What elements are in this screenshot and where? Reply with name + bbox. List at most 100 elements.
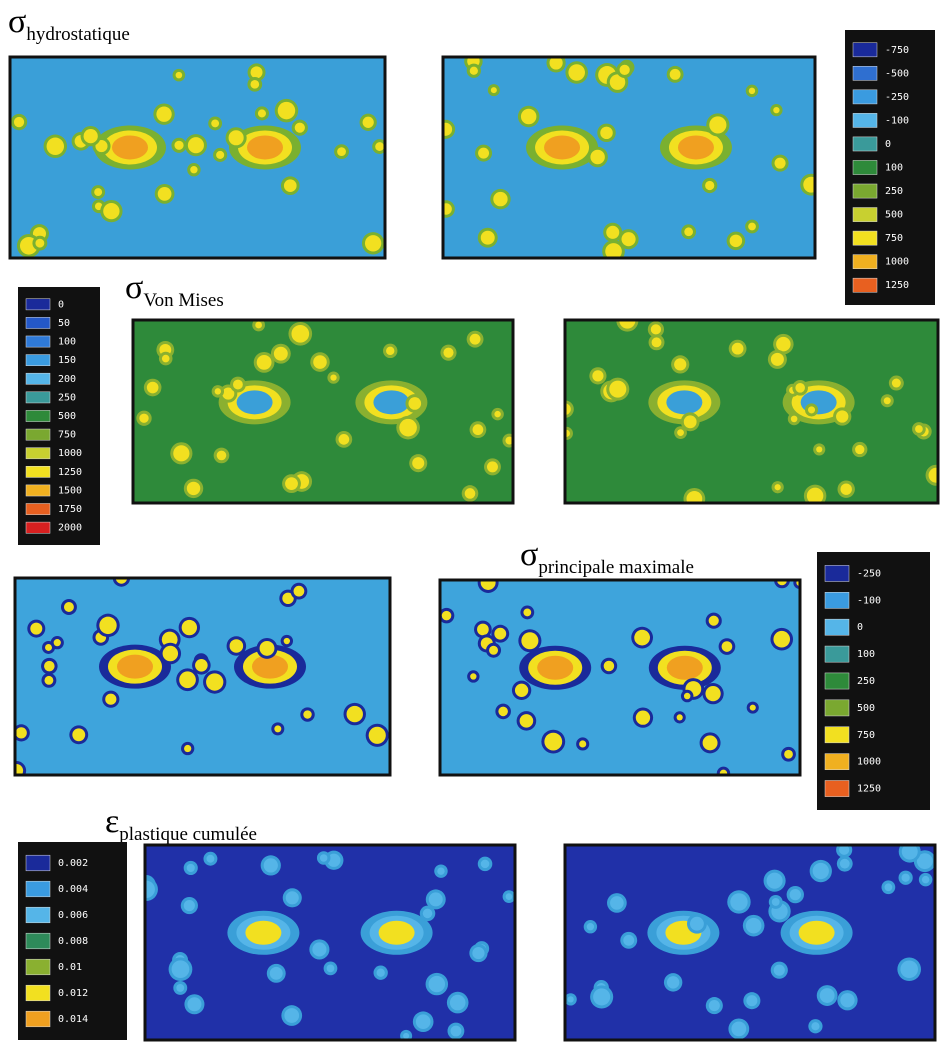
particle [498,706,508,717]
particle [443,347,454,358]
particle [53,639,61,647]
title-symbol: σ [125,269,143,306]
legend-swatch [25,335,51,348]
particle [146,381,159,394]
legend-label: -250 [885,92,909,103]
particle [666,976,680,989]
legend-swatch [25,958,51,976]
legend-label: 50 [58,318,70,329]
particle [44,675,54,685]
map-frame [438,578,802,777]
particle [441,610,452,621]
particle [593,988,611,1006]
particle [105,693,117,705]
legend-label: 0 [857,622,863,633]
particle [161,354,170,363]
map-frame [441,55,817,260]
legend-label: 0.01 [58,962,82,973]
contour-map [13,576,392,777]
legend-label: 100 [885,163,903,174]
legend-swatch [25,521,51,534]
legend-label: 0.012 [58,988,88,999]
particle [277,101,296,120]
title-symbol: ε [105,803,119,840]
particle [609,380,627,398]
particle [186,863,195,873]
particle [470,673,477,680]
particle [819,988,835,1003]
particle [803,176,815,193]
particle [901,845,918,860]
particle [162,645,179,662]
particle [774,157,786,169]
legend-label: -100 [857,595,881,606]
particle [187,137,204,154]
particle [708,615,719,626]
particle [472,424,484,436]
particle [63,602,74,612]
contour-map [438,578,802,777]
legend-swatch [25,906,51,924]
legend-swatch [824,726,850,744]
particle [303,710,312,719]
particle [216,150,225,159]
legend-swatch [852,277,878,293]
particle [748,222,756,231]
legend-swatch [25,354,51,366]
particle [619,320,636,329]
particle [839,845,850,855]
particle [274,725,282,733]
particle [449,994,466,1011]
particle [705,180,715,191]
legend-label: 1000 [885,257,909,268]
inclusion [252,654,288,679]
particle [480,230,495,245]
particle [95,140,108,153]
particle [746,995,758,1007]
legend-swatch [25,466,51,478]
particle [674,358,687,371]
particle [211,119,220,128]
particle [806,487,824,503]
legend-swatch [25,298,51,311]
particle [15,727,27,739]
particle [472,946,485,960]
legend-swatch [824,672,850,690]
particle [337,147,346,157]
particle [175,71,183,79]
map-frame [563,843,937,1042]
particle [686,490,703,503]
particle [464,488,476,499]
legend-swatch [25,984,51,1002]
legend-swatch [25,484,51,497]
legend-swatch [852,160,878,175]
legend-label: 0.014 [58,1014,88,1025]
particle [156,106,172,122]
title-subscript: plastique cumulée [119,824,257,845]
inclusion [544,135,581,160]
particle [399,418,417,437]
legend-swatch [25,391,51,404]
legend-swatch [824,618,850,636]
particle [173,445,190,462]
particle [489,645,499,655]
particle [603,660,615,672]
particle [480,859,490,869]
particle [855,444,865,455]
legend-swatch [25,854,51,872]
particle [915,425,923,433]
contour-map [8,55,387,260]
particle [568,64,585,81]
particle [650,324,662,335]
particle [44,660,55,672]
particle [450,1025,462,1037]
legend-label: -750 [885,45,909,56]
particle [730,893,748,911]
particle [623,934,635,946]
particle [774,484,781,491]
legend-label: 0.004 [58,884,88,895]
legend-swatch [852,113,878,128]
particle [487,461,498,473]
particle [293,585,305,597]
map-content [443,57,815,258]
